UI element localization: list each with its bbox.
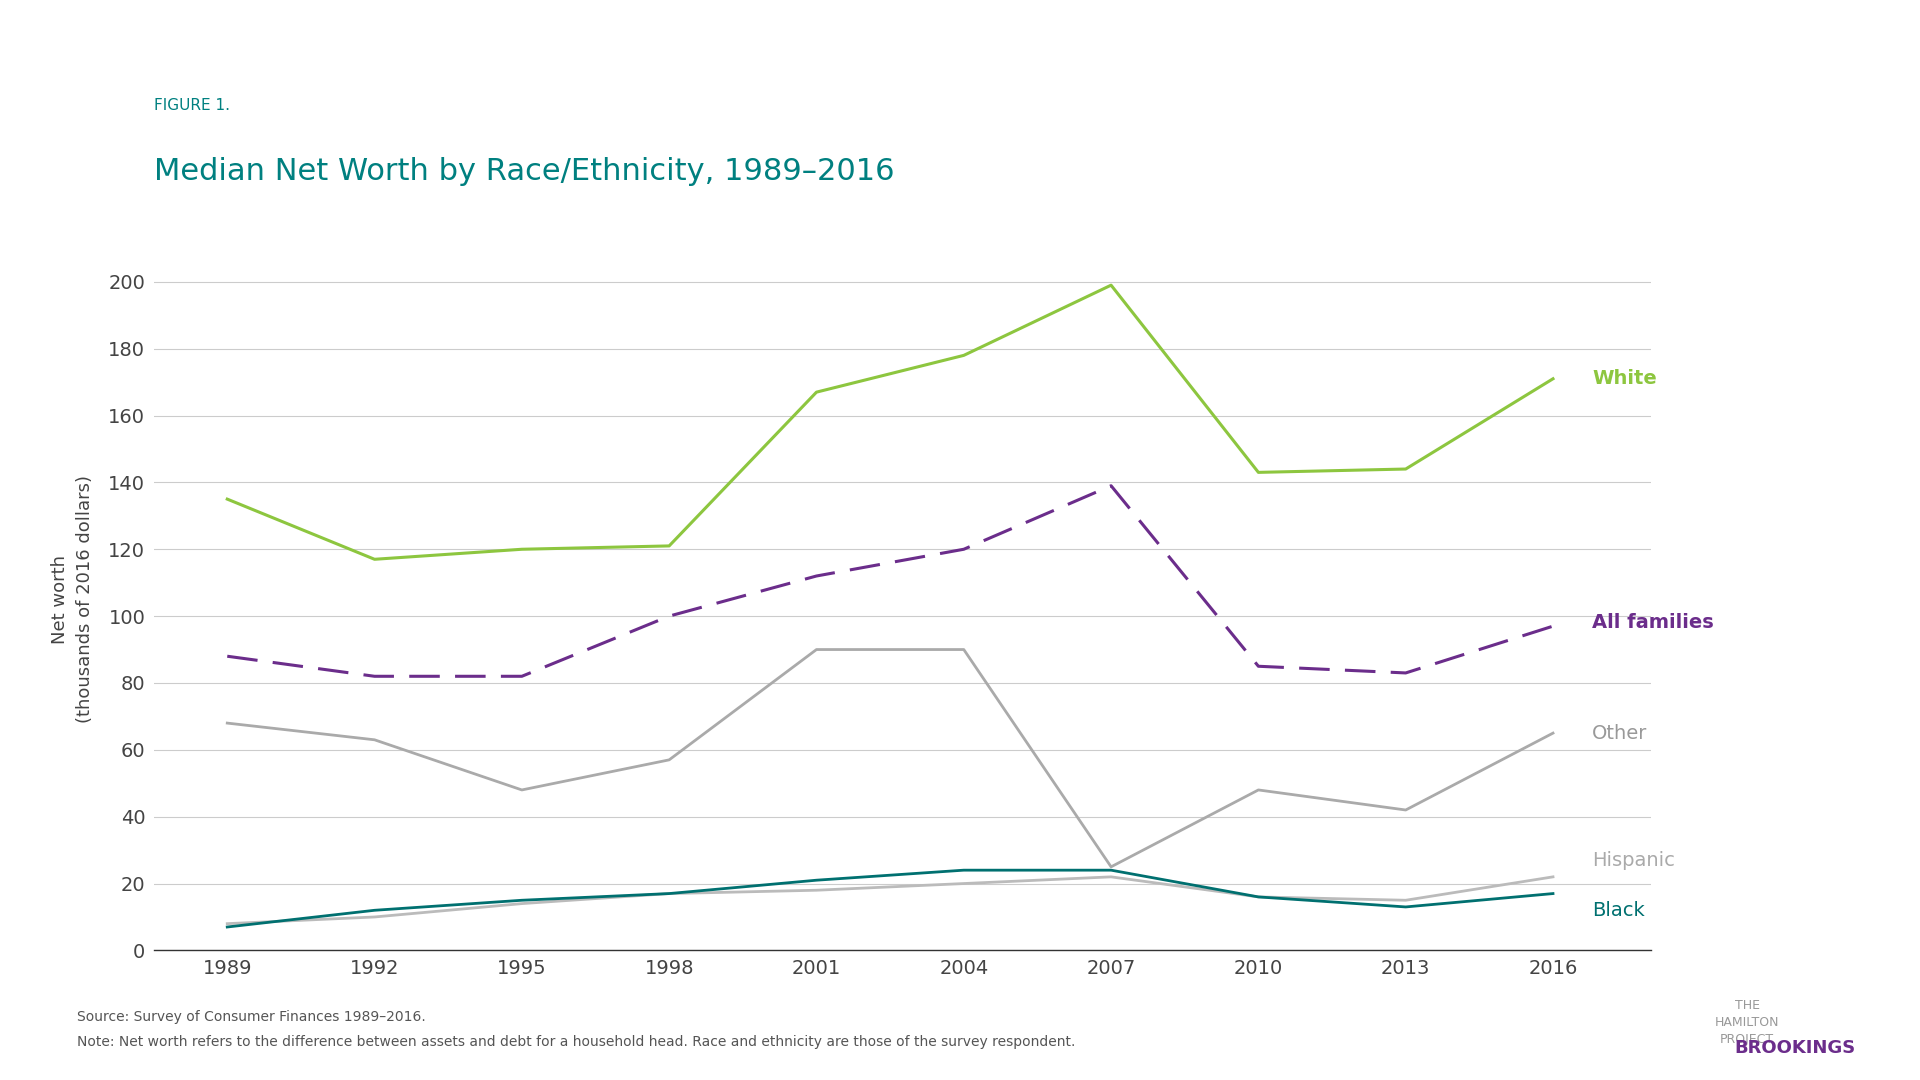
Text: White: White <box>1592 369 1657 389</box>
Text: All families: All families <box>1592 613 1715 632</box>
Text: THE
HAMILTON
PROJECT: THE HAMILTON PROJECT <box>1715 999 1780 1047</box>
Text: Note: Net worth refers to the difference between assets and debt for a household: Note: Net worth refers to the difference… <box>77 1035 1075 1049</box>
Y-axis label: Net worth
(thousands of 2016 dollars): Net worth (thousands of 2016 dollars) <box>52 475 94 724</box>
Text: Median Net Worth by Race/Ethnicity, 1989–2016: Median Net Worth by Race/Ethnicity, 1989… <box>154 157 895 186</box>
Text: Hispanic: Hispanic <box>1592 851 1674 869</box>
Text: FIGURE 1.: FIGURE 1. <box>154 98 230 113</box>
Text: BROOKINGS: BROOKINGS <box>1734 1039 1857 1057</box>
Text: Other: Other <box>1592 724 1647 743</box>
Text: Source: Survey of Consumer Finances 1989–2016.: Source: Survey of Consumer Finances 1989… <box>77 1010 426 1024</box>
Text: Black: Black <box>1592 901 1645 920</box>
